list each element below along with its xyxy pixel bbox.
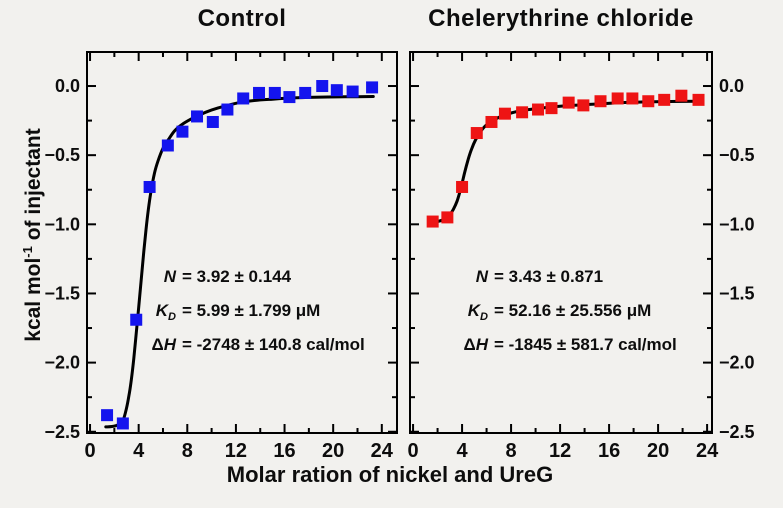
x-tick-label: 8	[182, 440, 193, 462]
data-point-marker	[626, 92, 639, 105]
panel-title-chelerythrine: Chelerythrine chloride	[428, 5, 694, 32]
x-tick-label: 4	[457, 440, 469, 462]
data-point-marker	[675, 89, 688, 102]
data-point-marker	[456, 180, 469, 193]
x-tick-label: 16	[273, 440, 295, 462]
data-point-marker	[545, 102, 558, 115]
y-axis-label-superscript: -1	[20, 246, 35, 258]
data-point-marker	[116, 417, 129, 430]
data-point-marker	[366, 81, 379, 94]
data-point-marker	[191, 110, 204, 123]
x-tick-label: 24	[696, 440, 719, 462]
y-tick-label: −2.0	[719, 353, 755, 373]
data-point-marker	[221, 103, 234, 116]
y-tick-label: 0.0	[55, 76, 80, 96]
data-point-marker	[498, 107, 511, 120]
control-panel-plot: 0 4 8 12 16 20 24 0.0 −0.5 −1.0 −1.5 −2.0 −2.5	[44, 51, 398, 462]
data-point-marker	[253, 86, 266, 99]
data-point-marker	[299, 86, 312, 99]
y-tick-label: −1.5	[44, 283, 80, 303]
data-point-marker	[130, 313, 143, 326]
x-tick-label: 24	[371, 440, 394, 462]
fit-curve	[427, 99, 700, 225]
y-tick-label: 0.0	[719, 76, 744, 96]
x-tick-label: 4	[133, 440, 145, 462]
axes-frame	[409, 51, 713, 434]
data-point-marker	[577, 99, 590, 112]
data-point-marker	[611, 92, 624, 105]
x-tick-label: 0	[408, 440, 419, 462]
y-axis-label-pre: kcal mol	[22, 257, 45, 342]
data-point-marker	[161, 139, 174, 152]
x-tick-label: 20	[647, 440, 669, 462]
data-point-marker	[237, 92, 250, 105]
panel-title-control: Control	[197, 5, 287, 32]
y-tick-label: −1.0	[44, 214, 80, 234]
data-point-marker	[316, 80, 329, 93]
data-point-marker	[143, 180, 156, 193]
fit-param-n: N = 3.92 ± 0.144	[163, 267, 292, 286]
data-point-marker	[562, 96, 575, 109]
x-axis-label: Molar ration of nickel and UreG	[226, 462, 554, 487]
x-tick-label: 12	[549, 440, 571, 462]
y-axis-label: kcal mol-1 of injectant	[13, 85, 45, 385]
data-point-marker	[485, 115, 498, 128]
data-point-marker	[642, 95, 655, 108]
fit-curve	[104, 95, 375, 429]
data-point-marker	[441, 211, 454, 224]
data-point-marker	[532, 103, 545, 116]
data-point-marker	[692, 93, 705, 106]
fit-parameters-chelerythrine: N = 3.43 ± 0.871 KD = 52.16 ± 25.556 μM ΔH…	[450, 263, 677, 365]
data-point-marker	[330, 84, 343, 97]
data-point-marker	[594, 95, 607, 108]
data-point-marker	[658, 93, 671, 106]
fit-param-dh: ΔH = -1845 ± 581.7 cal/mol	[463, 335, 677, 354]
x-tick-label: 0	[84, 440, 95, 462]
fit-parameters-control: N = 3.92 ± 0.144 KD = 5.99 ± 1.799 μM ΔH = …	[138, 263, 365, 365]
y-tick-label: −1.0	[719, 214, 755, 234]
data-point-marker	[268, 86, 281, 99]
fit-param-kd: KD = 52.16 ± 25.556 μM	[467, 301, 652, 323]
y-tick-label: −2.5	[44, 422, 80, 442]
data-point-marker	[176, 125, 189, 138]
y-tick-label: −0.5	[719, 145, 755, 165]
data-point-marker	[470, 127, 483, 140]
fit-param-kd: KD = 5.99 ± 1.799 μM	[155, 301, 321, 323]
fit-param-n: N = 3.43 ± 0.871	[475, 267, 604, 286]
y-tick-label: −2.0	[44, 353, 80, 373]
x-tick-label: 20	[322, 440, 344, 462]
data-point-marker	[101, 409, 114, 422]
x-tick-label: 12	[225, 440, 247, 462]
data-point-marker	[516, 106, 529, 119]
axes-frame	[86, 51, 398, 434]
y-tick-label: −0.5	[44, 145, 80, 165]
fit-param-dh: ΔH = -2748 ± 140.8 cal/mol	[151, 335, 365, 354]
data-point-marker	[283, 91, 296, 104]
chelerythrine-panel-plot: 0 4 8 12 16 20 24 0.0 −0.5 −1.0 −1.5 −2.0 −2.5	[408, 51, 755, 462]
y-axis-label-post: of injectant	[22, 128, 45, 247]
x-tick-label: 8	[506, 440, 517, 462]
x-tick-label: 16	[598, 440, 620, 462]
data-point-marker	[346, 85, 359, 98]
data-point-marker	[426, 215, 439, 228]
y-tick-label: −1.5	[719, 283, 755, 303]
y-tick-label: −2.5	[719, 422, 755, 442]
data-point-marker	[206, 115, 219, 128]
